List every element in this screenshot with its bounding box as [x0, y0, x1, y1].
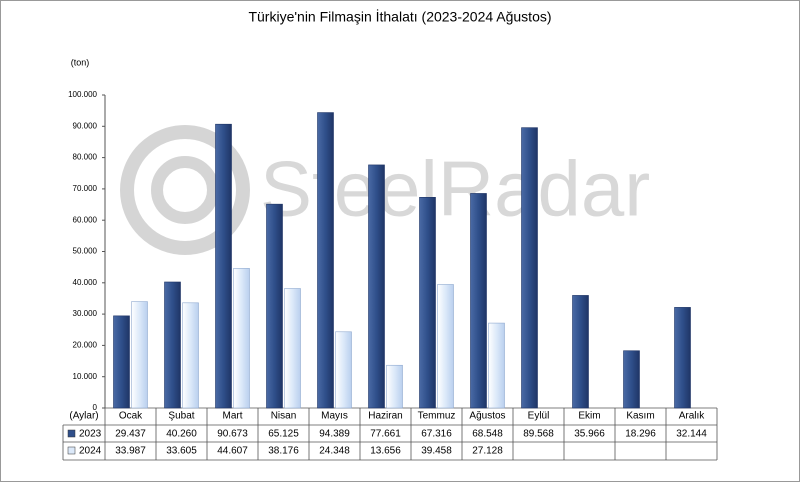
- legend-swatch: [67, 446, 76, 455]
- table-value: 67.316: [421, 429, 452, 440]
- y-axis-label: (ton): [71, 57, 90, 67]
- y-tick-label: 90.000: [73, 121, 98, 130]
- x-tick-label: Nisan: [271, 411, 297, 422]
- bar: [131, 301, 148, 409]
- table-value: 33.605: [166, 446, 197, 457]
- bar: [317, 112, 334, 409]
- y-tick-label: 0: [93, 403, 98, 412]
- x-tick-label: Temmuz: [418, 411, 456, 422]
- table-value: 39.458: [421, 446, 452, 457]
- bar: [674, 307, 691, 409]
- x-tick-label: Haziran: [368, 411, 402, 422]
- bar: [488, 322, 505, 409]
- chart-title: Türkiye'nin Filmaşin İthalatı (2023-2024…: [248, 8, 551, 25]
- bar: [233, 268, 250, 409]
- table-value: 38.176: [268, 446, 299, 457]
- y-tick-label: 20.000: [73, 341, 98, 350]
- x-tick-label: Kasım: [626, 411, 654, 422]
- y-tick-label: 10.000: [73, 372, 98, 381]
- y-tick-label: 100.000: [68, 90, 97, 99]
- x-tick-label: Aralık: [679, 411, 706, 422]
- bar: [470, 193, 487, 409]
- table-value: 27.128: [472, 446, 503, 457]
- legend-swatch: [67, 429, 76, 438]
- bar: [164, 281, 181, 409]
- x-tick-label: Mayıs: [321, 411, 348, 422]
- x-tick-label: Ocak: [119, 411, 143, 422]
- bar: [572, 295, 589, 409]
- table-value: 18.296: [625, 429, 656, 440]
- table-value: 44.607: [217, 446, 248, 457]
- table-value: 32.144: [676, 429, 707, 440]
- bar: [113, 315, 130, 409]
- x-tick-label: Ağustos: [469, 411, 505, 422]
- y-tick-label: 60.000: [73, 215, 98, 224]
- bar: [623, 350, 640, 409]
- y-tick-label: 30.000: [73, 309, 98, 318]
- x-tick-label: Eylül: [528, 411, 550, 422]
- table-value: 65.125: [268, 429, 299, 440]
- table-value: 24.348: [319, 446, 350, 457]
- table-value: 33.987: [115, 446, 146, 457]
- bar: [215, 123, 232, 409]
- bar: [335, 331, 352, 409]
- legend-label: 2024: [79, 446, 102, 457]
- table-value: 35.966: [574, 429, 605, 440]
- x-axis-label: (Aylar): [69, 411, 98, 422]
- table-value: 90.673: [217, 429, 248, 440]
- table-value: 89.568: [523, 429, 554, 440]
- legend-label: 2023: [79, 429, 102, 440]
- bar: [368, 164, 385, 409]
- y-tick-label: 40.000: [73, 278, 98, 287]
- bar: [284, 288, 301, 409]
- bar: [521, 127, 538, 409]
- bar: [437, 284, 454, 409]
- x-tick-label: Mart: [223, 411, 243, 422]
- table-value: 13.656: [370, 446, 401, 457]
- y-tick-label: 80.000: [73, 153, 98, 162]
- table-value: 29.437: [115, 429, 146, 440]
- bar: [419, 197, 436, 409]
- table-value: 94.389: [319, 429, 350, 440]
- y-tick-label: 70.000: [73, 184, 98, 193]
- table-value: 40.260: [166, 429, 197, 440]
- y-tick-label: 50.000: [73, 247, 98, 256]
- x-tick-label: Ekim: [578, 411, 600, 422]
- x-tick-label: Şubat: [168, 411, 194, 422]
- bar: [182, 302, 199, 409]
- table-value: 77.661: [370, 429, 401, 440]
- bar: [266, 203, 283, 409]
- watermark-logo: [120, 125, 250, 255]
- table-value: 68.548: [472, 429, 503, 440]
- bar: [386, 364, 403, 409]
